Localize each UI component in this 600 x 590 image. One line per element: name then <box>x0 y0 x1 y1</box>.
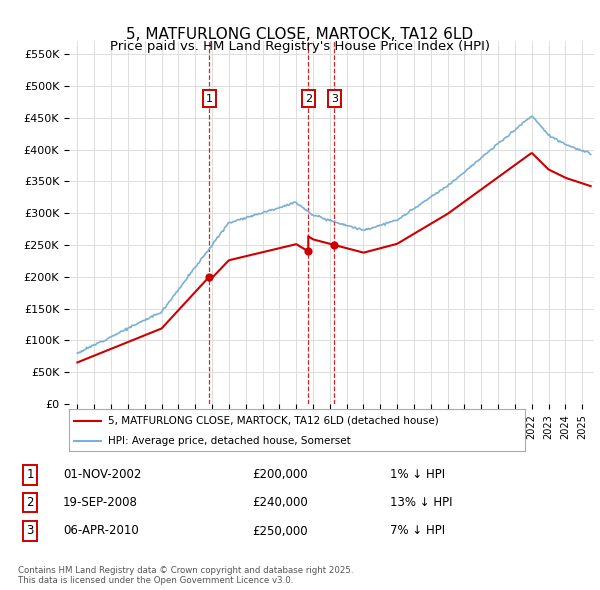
Point <box>329 240 339 250</box>
Text: 06-APR-2010: 06-APR-2010 <box>63 525 139 537</box>
Text: 2: 2 <box>26 496 34 509</box>
Text: £240,000: £240,000 <box>252 496 308 509</box>
Text: 19-SEP-2008: 19-SEP-2008 <box>63 496 138 509</box>
Text: HPI: Average price, detached house, Somerset: HPI: Average price, detached house, Some… <box>108 436 350 445</box>
Text: £200,000: £200,000 <box>252 468 308 481</box>
Text: 3: 3 <box>26 525 34 537</box>
Text: 7% ↓ HPI: 7% ↓ HPI <box>390 525 445 537</box>
Point <box>304 247 313 256</box>
Text: 5, MATFURLONG CLOSE, MARTOCK, TA12 6LD (detached house): 5, MATFURLONG CLOSE, MARTOCK, TA12 6LD (… <box>108 416 439 426</box>
Text: 1% ↓ HPI: 1% ↓ HPI <box>390 468 445 481</box>
Text: 01-NOV-2002: 01-NOV-2002 <box>63 468 142 481</box>
Text: 3: 3 <box>331 94 338 104</box>
Text: Contains HM Land Registry data © Crown copyright and database right 2025.
This d: Contains HM Land Registry data © Crown c… <box>18 566 353 585</box>
Text: 1: 1 <box>26 468 34 481</box>
Text: 2: 2 <box>305 94 312 104</box>
Text: 5, MATFURLONG CLOSE, MARTOCK, TA12 6LD: 5, MATFURLONG CLOSE, MARTOCK, TA12 6LD <box>127 27 473 41</box>
Text: Price paid vs. HM Land Registry's House Price Index (HPI): Price paid vs. HM Land Registry's House … <box>110 40 490 53</box>
Text: £250,000: £250,000 <box>252 525 308 537</box>
Text: 13% ↓ HPI: 13% ↓ HPI <box>390 496 452 509</box>
Point <box>205 272 214 281</box>
Text: 1: 1 <box>206 94 212 104</box>
